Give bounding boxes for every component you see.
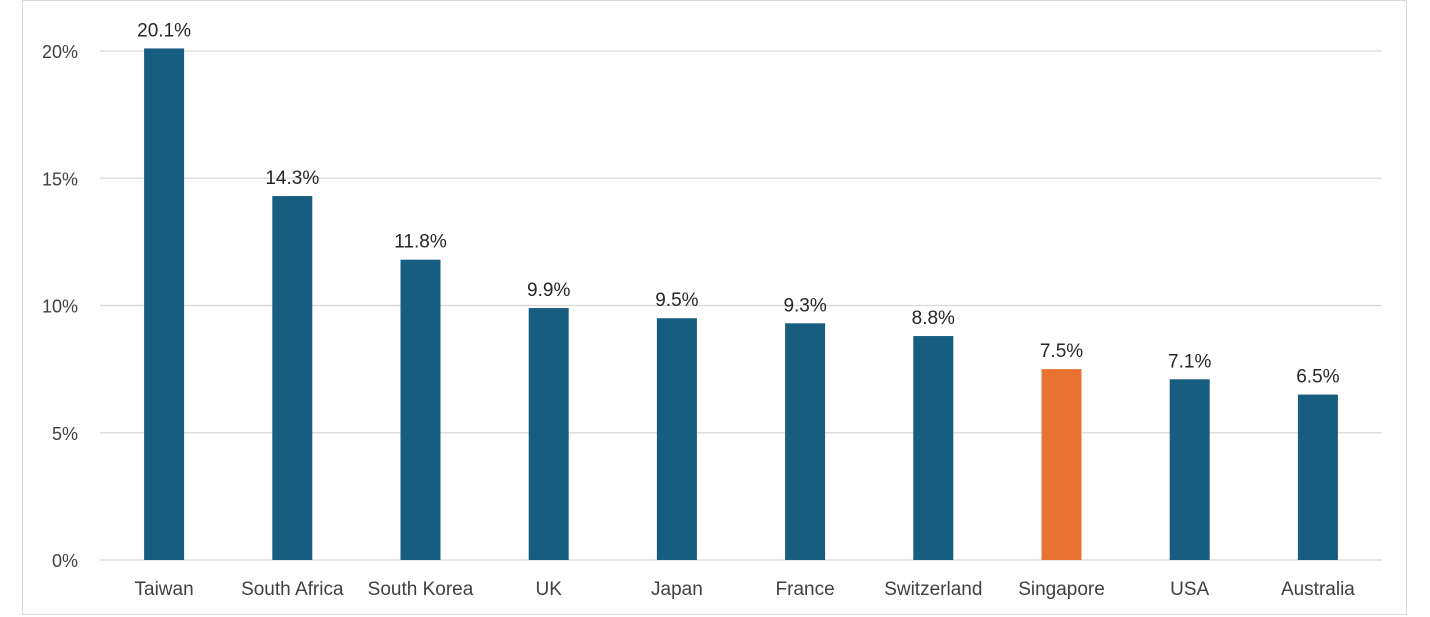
y-tick-label: 5% xyxy=(52,424,78,444)
bar xyxy=(1297,394,1338,560)
data-label: 8.8% xyxy=(912,308,955,329)
y-tick-label: 15% xyxy=(42,169,78,189)
category-label: Switzerland xyxy=(884,579,982,600)
data-label: 14.3% xyxy=(265,168,319,189)
category-label: Taiwan xyxy=(135,579,194,600)
data-label: 9.9% xyxy=(527,280,570,301)
category-label: South Africa xyxy=(241,579,344,600)
data-label: 6.5% xyxy=(1296,367,1339,388)
data-label: 20.1% xyxy=(137,20,191,41)
category-label: UK xyxy=(535,579,562,600)
data-label: 9.5% xyxy=(655,290,698,311)
bar xyxy=(1169,379,1210,560)
category-label: Japan xyxy=(651,579,703,600)
bar xyxy=(144,48,185,561)
bar xyxy=(400,259,441,560)
y-axis-tick-labels: 0% 5% 10% 15% 20% xyxy=(42,42,78,571)
y-tick-label: 10% xyxy=(42,297,78,317)
bar xyxy=(272,196,313,560)
category-label: Singapore xyxy=(1018,579,1105,600)
y-tick-label: 0% xyxy=(52,551,78,571)
bar xyxy=(528,308,569,560)
gridlines xyxy=(100,50,1382,561)
bar xyxy=(1041,369,1082,560)
category-label: Australia xyxy=(1281,579,1355,600)
category-label: USA xyxy=(1170,579,1209,600)
data-label: 7.5% xyxy=(1040,341,1083,362)
bar xyxy=(785,323,826,560)
data-label: 7.1% xyxy=(1168,351,1211,372)
bar xyxy=(913,336,954,560)
y-tick-label: 20% xyxy=(42,42,78,62)
data-label: 11.8% xyxy=(394,232,447,253)
bar xyxy=(656,318,697,560)
data-labels: 20.1% 14.3% 11.8% 9.9% 9.5% 9.3% 8.8% 7.5% 7.1% 6… xyxy=(137,20,1339,387)
category-label: South Korea xyxy=(368,579,474,600)
data-label: 9.3% xyxy=(783,295,826,316)
x-axis-category-labels: Taiwan South Africa South Korea UK Japan Fran… xyxy=(135,579,1356,600)
bars xyxy=(144,48,1338,561)
category-label: France xyxy=(776,579,835,600)
